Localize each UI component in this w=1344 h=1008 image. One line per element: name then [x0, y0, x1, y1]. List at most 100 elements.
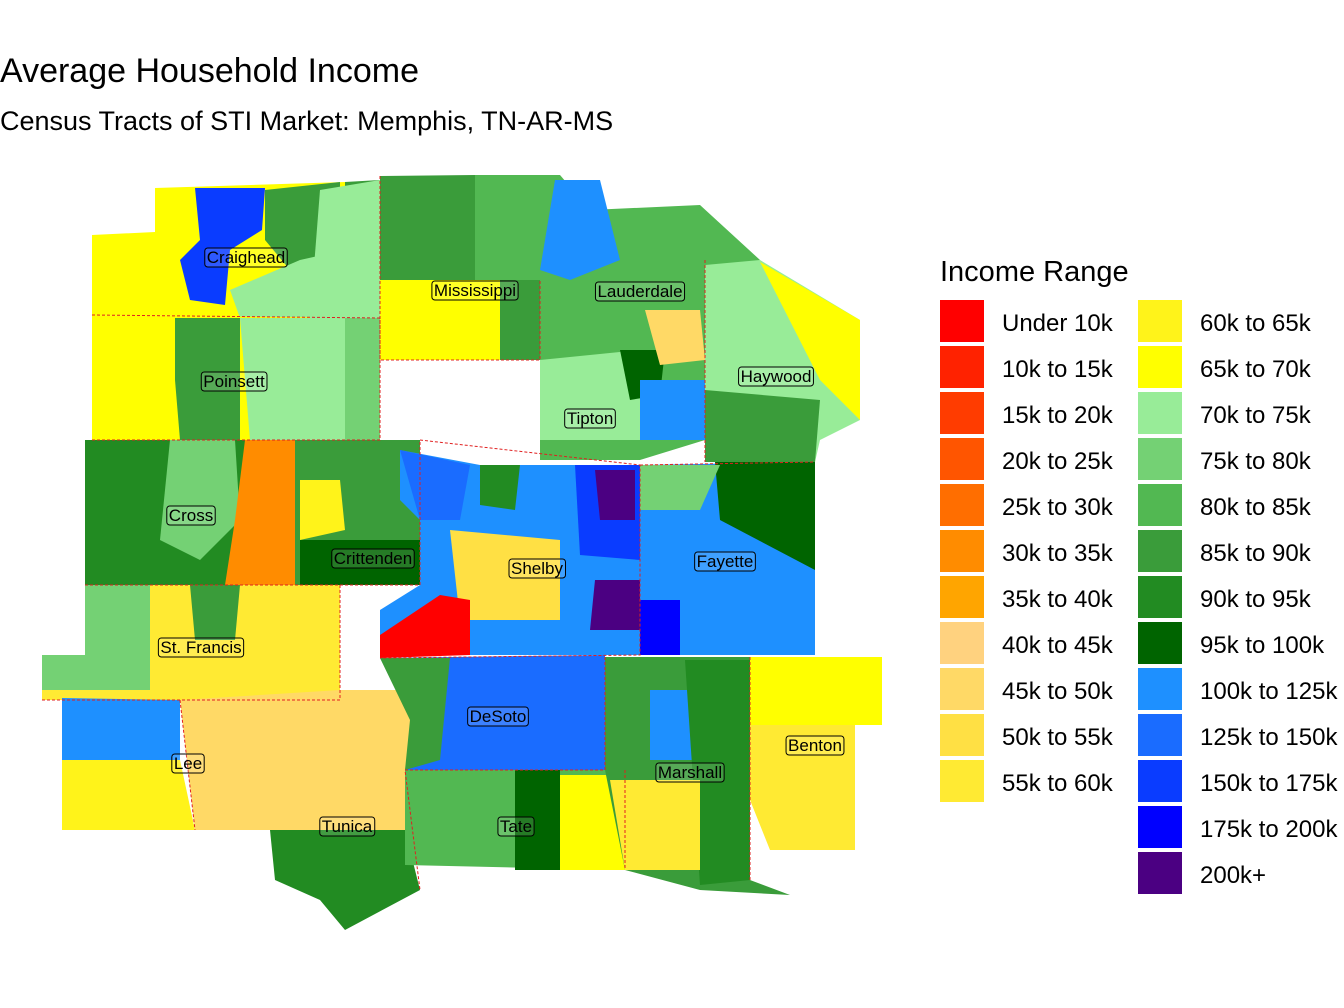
legend-label: 45k to 50k: [1002, 678, 1114, 705]
legend-swatch: [1138, 576, 1182, 618]
county-label: St. Francis: [160, 638, 241, 657]
legend-swatch: [940, 714, 984, 756]
legend-title: Income Range: [940, 256, 1129, 288]
tract-area: [450, 530, 560, 620]
tract-area: [190, 585, 240, 640]
legend-label: 65k to 70k: [1200, 356, 1312, 383]
tract-area: [750, 657, 882, 725]
legend-label: 175k to 200k: [1200, 816, 1338, 843]
subtitle: Census Tracts of STI Market: Memphis, TN…: [0, 106, 613, 136]
tract-area: [175, 318, 240, 440]
legend-swatch: [940, 346, 984, 388]
legend-label: 15k to 20k: [1002, 402, 1114, 429]
county-label: Haywood: [741, 367, 812, 386]
legend-swatch: [940, 576, 984, 618]
tract-area: [640, 600, 680, 655]
legend-label: 90k to 95k: [1200, 586, 1312, 613]
county-label-box: [655, 762, 725, 783]
tract-area: [310, 180, 380, 318]
legend-label: 20k to 25k: [1002, 448, 1114, 475]
county-label: Shelby: [511, 559, 563, 578]
legend-label: 200k+: [1200, 862, 1266, 889]
title: Average Household Income: [0, 52, 419, 90]
county-label: Craighead: [207, 248, 285, 267]
county-label-box: [200, 371, 268, 392]
county-label-box: [694, 551, 756, 572]
county-label: DeSoto: [470, 707, 527, 726]
legend-label: Under 10k: [1002, 310, 1114, 337]
legend-swatch: [1138, 346, 1182, 388]
legend-swatch: [940, 530, 984, 572]
tract-area: [760, 262, 860, 420]
county-label-box: [467, 706, 529, 727]
map: [42, 175, 882, 930]
legend-swatch: [1138, 484, 1182, 526]
legend-label: 80k to 85k: [1200, 494, 1312, 521]
tract-area: [62, 698, 180, 760]
tract-area: [380, 595, 470, 658]
legend-swatch: [1138, 714, 1182, 756]
tract-area: [345, 318, 380, 440]
tract-area: [380, 658, 450, 770]
legend-swatch: [1138, 760, 1182, 802]
tract-area: [560, 775, 625, 870]
tract-area: [300, 540, 420, 585]
county-border: [179, 699, 196, 831]
legend: Under 10k 10k to 15k 15k to 20k 20k to 25k 2…: [940, 300, 1338, 894]
tract-area: [715, 462, 815, 570]
legend-swatch: [940, 484, 984, 526]
county-border: [85, 439, 641, 659]
tract-area: [705, 390, 820, 462]
county-label-box: [171, 753, 205, 774]
legend-swatch: [1138, 806, 1182, 848]
legend-label: 10k to 15k: [1002, 356, 1114, 383]
tract-area: [610, 780, 700, 870]
legend-swatch: [1138, 300, 1182, 342]
legend-swatch: [940, 392, 984, 434]
county-label-box: [331, 548, 415, 569]
county-label: Lee: [174, 754, 202, 773]
tract-area: [300, 480, 345, 540]
county-border: [404, 657, 606, 891]
county-label: Tate: [500, 817, 532, 836]
legend-label: 75k to 80k: [1200, 448, 1312, 475]
legend-label: 95k to 100k: [1200, 632, 1325, 659]
tract-area: [160, 440, 240, 560]
county-label: Fayette: [697, 552, 754, 571]
tract-area: [180, 690, 420, 830]
tract-area: [640, 380, 705, 440]
legend-label: 50k to 55k: [1002, 724, 1114, 751]
legend-swatch: [1138, 530, 1182, 572]
tract-area: [540, 180, 620, 280]
tract-area: [640, 465, 720, 510]
county-label: Lauderdale: [597, 282, 682, 301]
legend-swatch: [1138, 622, 1182, 664]
tract-area: [480, 465, 520, 510]
tract-area: [180, 188, 265, 305]
legend-swatch: [940, 668, 984, 710]
county-label-box: [564, 408, 616, 429]
legend-swatch: [1138, 668, 1182, 710]
county-border: [379, 176, 541, 361]
county-label-box: [508, 558, 566, 579]
county-label-box: [431, 280, 519, 301]
tract-area: [685, 660, 750, 885]
tract-area: [42, 585, 150, 690]
county-label: Crittenden: [334, 549, 412, 568]
legend-label: 125k to 150k: [1200, 724, 1338, 751]
legend-swatch: [940, 760, 984, 802]
tract-area: [400, 450, 470, 520]
tract-area: [595, 470, 635, 520]
legend-label: 25k to 30k: [1002, 494, 1114, 521]
legend-label: 35k to 40k: [1002, 586, 1114, 613]
tract-area: [515, 770, 560, 870]
county-label-box: [497, 816, 535, 837]
county-border: [639, 461, 816, 466]
tract-area: [62, 760, 195, 830]
legend-swatch: [940, 300, 984, 342]
legend-label: 55k to 60k: [1002, 770, 1114, 797]
legend-label: 85k to 90k: [1200, 540, 1312, 567]
legend-label: 150k to 175k: [1200, 770, 1338, 797]
legend-label: 100k to 125k: [1200, 678, 1338, 705]
